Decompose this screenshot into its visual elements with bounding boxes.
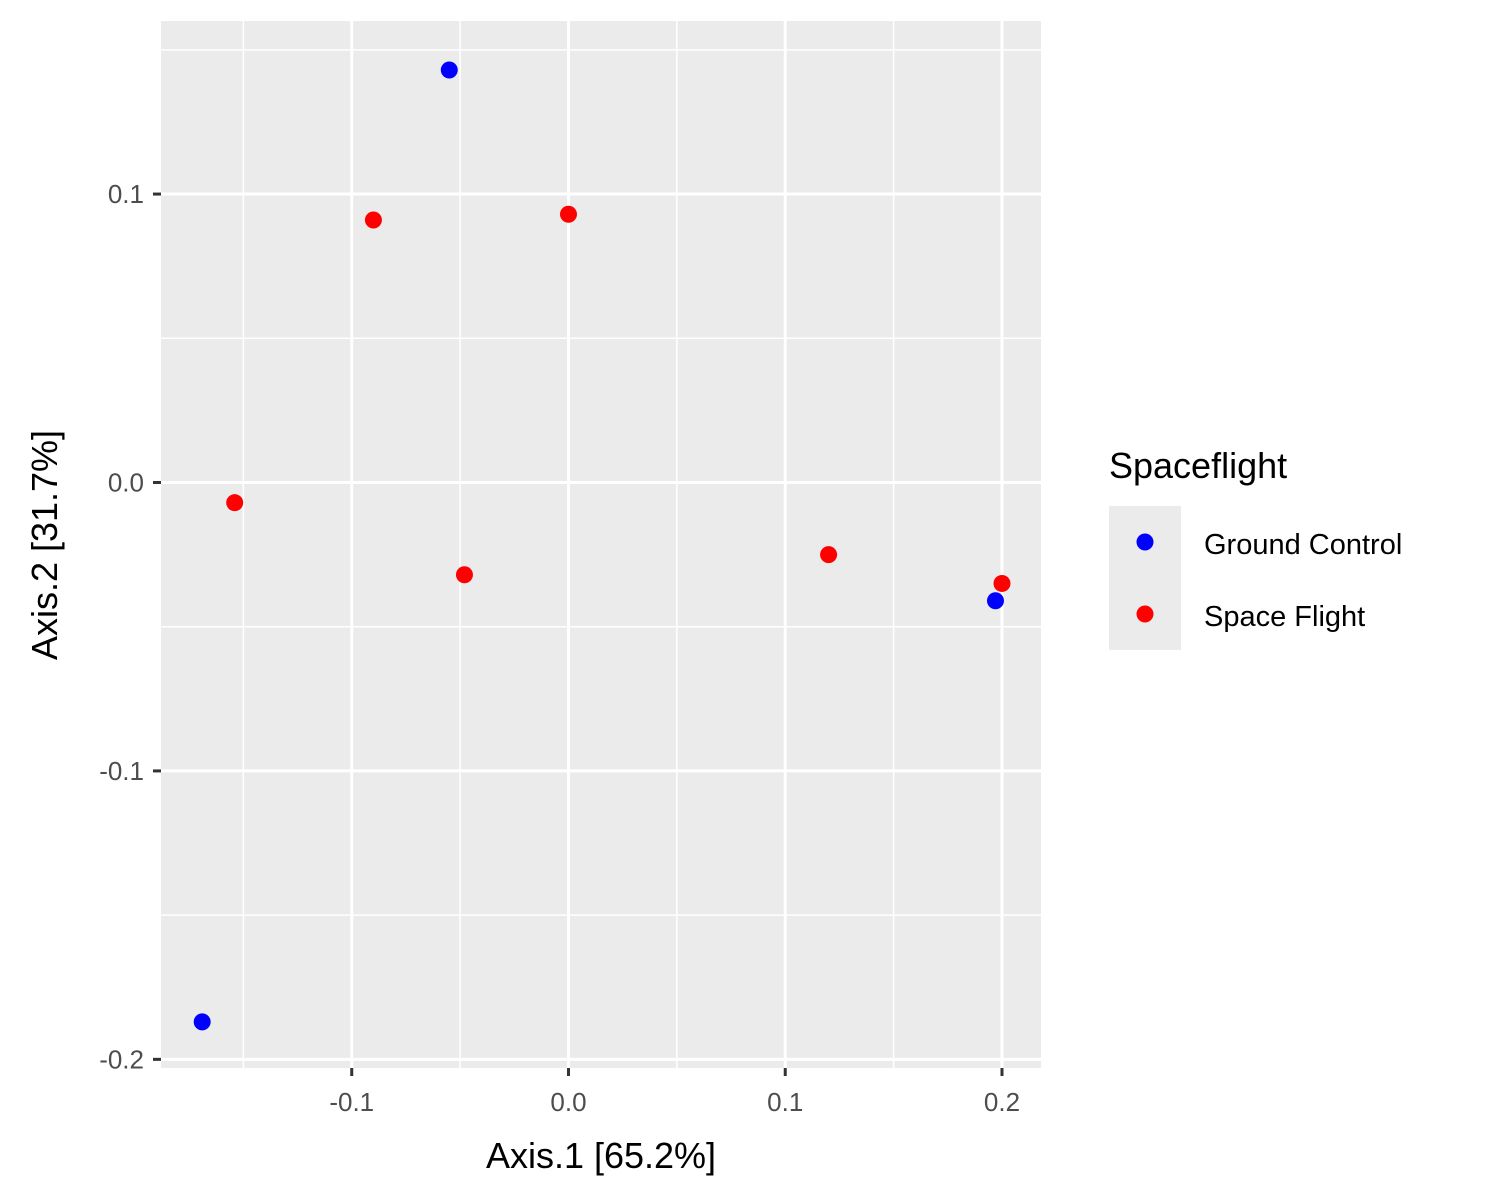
data-points (193, 61, 1011, 1031)
point-space-flight (559, 205, 577, 223)
legend-key-background (1109, 506, 1181, 650)
y-axis-title: Axis.2 [31.7%] (24, 430, 65, 660)
point-space-flight (820, 546, 838, 564)
x-axis-title: Axis.1 [65.2%] (486, 1135, 716, 1176)
y-axis: -0.2 -0.1 0.0 0.1 (99, 179, 161, 1074)
point-space-flight (993, 574, 1011, 592)
point-space-flight (455, 566, 473, 584)
plot-panel (161, 21, 1041, 1068)
x-tick-label: 0.1 (767, 1087, 803, 1117)
legend-label-space-flight: Space Flight (1204, 601, 1365, 633)
legend-key-space-flight (1136, 605, 1154, 623)
point-ground-control (986, 592, 1004, 610)
y-tick-label: -0.1 (99, 756, 144, 786)
point-space-flight (226, 494, 244, 512)
y-tick-label: 0.1 (108, 179, 144, 209)
major-gridlines (161, 21, 1041, 1068)
y-tick-label: 0.0 (108, 467, 144, 497)
point-space-flight (364, 211, 382, 229)
x-axis: -0.1 0.0 0.1 0.2 (329, 1068, 1020, 1117)
y-tick-label: -0.2 (99, 1044, 144, 1074)
point-ground-control (440, 61, 458, 79)
legend-title: Spaceflight (1109, 445, 1287, 486)
legend-key-ground-control (1136, 533, 1154, 551)
x-tick-label: 0.0 (550, 1087, 586, 1117)
point-ground-control (193, 1013, 211, 1031)
legend: Spaceflight Ground Control Space Flight (1109, 445, 1402, 650)
x-tick-label: -0.1 (329, 1087, 374, 1117)
x-tick-label: 0.2 (984, 1087, 1020, 1117)
legend-label-ground-control: Ground Control (1204, 529, 1402, 561)
